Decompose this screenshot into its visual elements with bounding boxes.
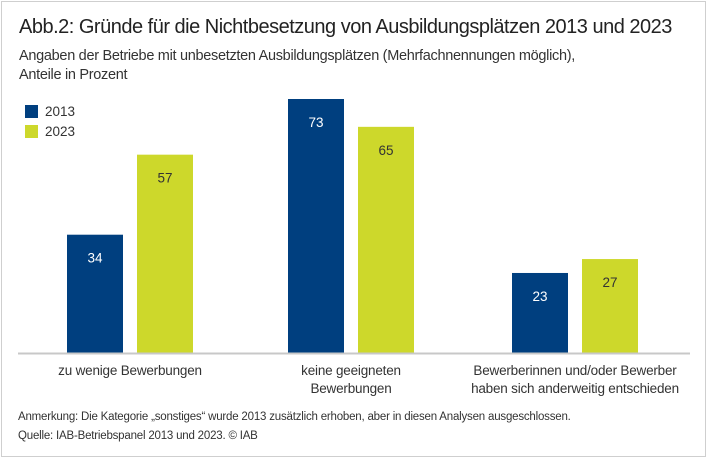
footnote-source: Quelle: IAB-Betriebspanel 2013 und 2023.… (18, 430, 258, 442)
legend-label-2013: 2013 (45, 104, 76, 119)
bar-2013-2 (512, 272, 568, 353)
category-label-2: Bewerberinnen und/oder Bewerber haben sic… (445, 362, 705, 398)
category-label-line: haben sich anderweitig entschieden (471, 381, 679, 396)
data-label-2023-1: 65 (378, 143, 393, 158)
data-label-2023-0: 57 (157, 171, 172, 186)
footnote-remark: Anmerkung: Die Kategorie „sonstiges“ wur… (18, 411, 571, 423)
data-label-2013-1: 73 (308, 115, 323, 130)
data-label-2013-0: 34 (87, 251, 103, 266)
subtitle-line-2: Anteile in Prozent (19, 67, 128, 83)
chart-title: Abb.2: Gründe für die Nichtbesetzung von… (19, 16, 672, 38)
bar-2013-1 (288, 99, 344, 353)
category-label-1: keine geeigneten Bewerbungen (221, 362, 481, 398)
legend-swatch-2023 (25, 125, 38, 138)
bar-2023-2 (582, 259, 638, 353)
bar-2023-1 (358, 126, 414, 353)
category-label-line: keine geeigneten (301, 363, 401, 378)
category-label-0: zu wenige Bewerbungen (0, 362, 260, 380)
category-label-line: zu wenige Bewerbungen (58, 363, 202, 378)
category-label-line: Bewerbungen (310, 381, 392, 396)
data-label-2023-2: 27 (602, 275, 617, 290)
legend-swatch-2013 (25, 105, 38, 118)
bar-2013-0 (67, 234, 123, 353)
legend-label-2023: 2023 (45, 124, 76, 139)
bar-2023-0 (137, 154, 193, 353)
data-label-2013-2: 23 (532, 289, 547, 304)
subtitle-line-1: Angaben der Betriebe mit unbesetzten Aus… (19, 48, 575, 64)
category-label-line: Bewerberinnen und/oder Bewerber (473, 363, 677, 378)
